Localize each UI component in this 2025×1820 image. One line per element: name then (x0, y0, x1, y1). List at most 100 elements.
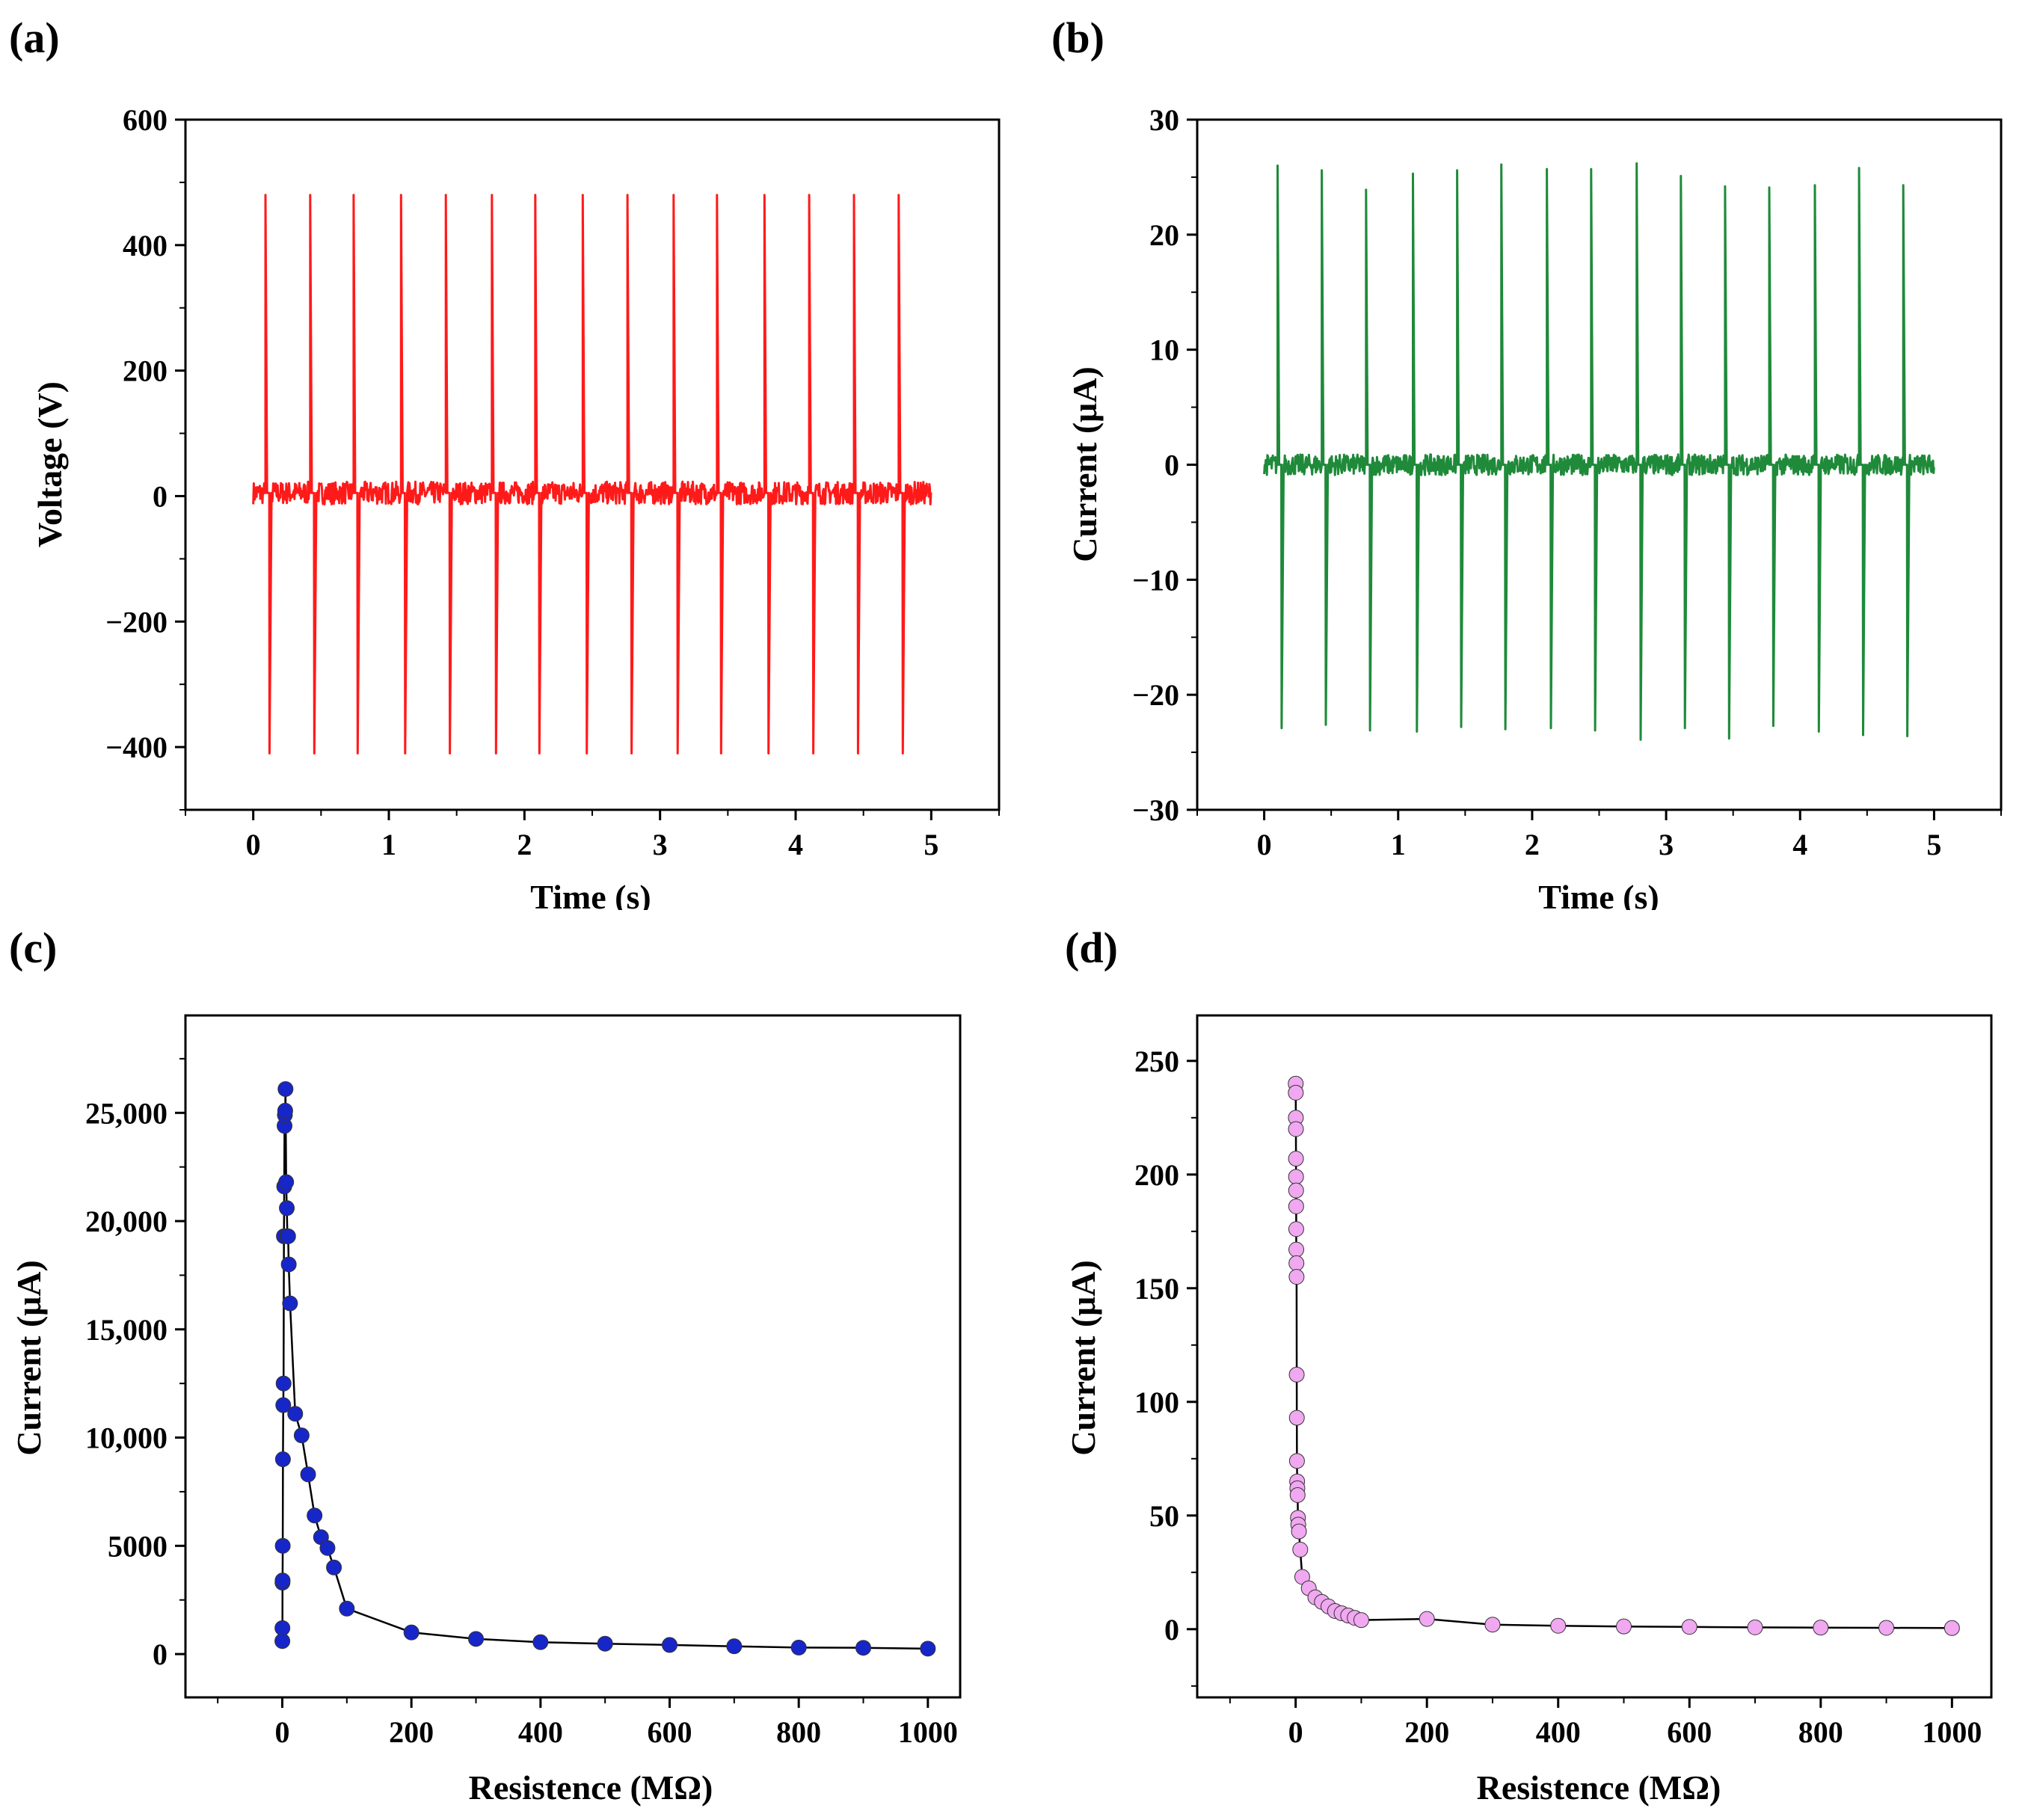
data-point (1288, 1198, 1304, 1214)
y-axis-label: Current (μA) (1064, 1260, 1102, 1456)
data-point (293, 1427, 310, 1444)
data-point (275, 1375, 292, 1392)
x-tick-label: 200 (389, 1715, 434, 1749)
x-axis-label: Resistence (MΩ) (1477, 1768, 1721, 1807)
y-tick-label: 5000 (108, 1529, 168, 1563)
data-point (287, 1406, 304, 1422)
data-point (1615, 1618, 1632, 1635)
y-tick-label: 600 (123, 103, 168, 137)
plot-area: 0 1 2 3 4 5 −30 −20 −10 0 10 20 30 (1132, 103, 2003, 861)
data-point (1288, 1221, 1304, 1238)
y-tick-label: 10 (1149, 333, 1179, 367)
plot-frame (184, 118, 1001, 811)
y-tick-label: −20 (1132, 678, 1179, 712)
x-tick-label: 1000 (1922, 1715, 1982, 1749)
data-point (662, 1637, 677, 1653)
data-point (726, 1638, 743, 1655)
data-point (300, 1466, 316, 1483)
y-tick-label: 200 (1134, 1158, 1179, 1192)
data-point (1681, 1619, 1697, 1635)
series-line (252, 194, 932, 754)
x-tick-label: 3 (653, 828, 668, 861)
x-tick-label: 600 (648, 1715, 692, 1749)
data-point (282, 1295, 298, 1312)
y-tick-label: 150 (1134, 1272, 1179, 1306)
data-point (275, 1397, 292, 1413)
x-tick-label: 2 (517, 828, 532, 861)
y-axis-label: Voltage (V) (31, 381, 69, 547)
data-point (279, 1200, 295, 1217)
x-tick-label: 4 (788, 828, 803, 861)
y-tick-label: 30 (1149, 103, 1179, 137)
data-point (1288, 1241, 1305, 1258)
data-point (277, 1080, 294, 1097)
y-tick-label: 10,000 (85, 1421, 168, 1455)
series-line (281, 1089, 928, 1650)
y-tick-label: −200 (105, 605, 168, 639)
chart-panel-d: (d) 0 200 400 600 800 1000 0 50 100 150 200 250 Res… (1064, 923, 1993, 1807)
y-tick-label: −30 (1132, 793, 1179, 827)
data-point (1288, 1121, 1304, 1137)
panel-label: (c) (9, 923, 57, 972)
data-point (1288, 1182, 1304, 1199)
x-tick-label: 5 (1926, 828, 1941, 861)
x-tick-label: 0 (246, 828, 261, 861)
data-point (1291, 1523, 1307, 1540)
y-tick-label: 20,000 (85, 1205, 168, 1238)
data-point (1289, 1487, 1306, 1503)
x-tick-label: 600 (1667, 1715, 1712, 1749)
data-point (1353, 1612, 1369, 1629)
data-point (532, 1634, 549, 1650)
y-tick-label: 25,000 (85, 1096, 168, 1130)
x-tick-label: 0 (1257, 828, 1272, 861)
x-tick-label: 1000 (898, 1715, 958, 1749)
data-point (1813, 1620, 1829, 1636)
data-point (1288, 1269, 1305, 1285)
data-point (1292, 1541, 1309, 1558)
data-point (1550, 1617, 1567, 1634)
chart-panel-a: (a) 0 1 2 3 4 5 −400 −200 0 200 400 600 Time (s) Vo… (9, 13, 1001, 910)
y-tick-label: 50 (1149, 1499, 1179, 1533)
data-point (1943, 1620, 1960, 1636)
y-tick-label: 0 (1164, 1613, 1179, 1647)
x-tick-label: 1 (381, 828, 396, 861)
y-tick-label: 250 (1134, 1045, 1179, 1078)
y-tick-label: 100 (1134, 1386, 1179, 1419)
y-tick-label: −10 (1132, 563, 1179, 597)
plot-frame (1196, 1014, 1993, 1699)
series-line (1263, 162, 1935, 741)
data-point (1288, 1366, 1305, 1383)
plot-area: 0 200 400 600 800 1000 0 50 100 150 200 250 (1134, 1014, 1993, 1749)
data-point (319, 1540, 336, 1556)
data-point (274, 1620, 291, 1636)
y-tick-label: 200 (123, 354, 168, 388)
plot-frame (184, 1014, 962, 1699)
x-tick-label: 800 (1798, 1715, 1843, 1749)
plot-area: 0 200 400 600 800 1000 0 5000 10,000 15,000 20,000… (85, 1014, 962, 1749)
data-point (1288, 1255, 1305, 1271)
data-point (1419, 1611, 1435, 1627)
data-point (280, 1256, 297, 1273)
chart-panel-b: (b) 0 1 2 3 4 5 −30 −20 −10 0 10 20 30 Time (s) Curr… (1051, 13, 2003, 910)
data-point (1288, 1084, 1304, 1101)
data-point (1288, 1169, 1304, 1185)
x-tick-label: 5 (924, 828, 938, 861)
data-point (1288, 1151, 1304, 1167)
data-point (277, 1102, 293, 1119)
data-point (403, 1624, 420, 1641)
series-line (1294, 1083, 1952, 1629)
data-point (280, 1228, 296, 1244)
chart-panel-c: (c) 0 200 400 600 800 1000 0 5000 10,000 15,000 20… (9, 923, 962, 1807)
data-point (274, 1572, 291, 1589)
y-tick-label: 0 (153, 479, 168, 513)
data-point (1288, 1409, 1305, 1426)
data-point (339, 1600, 355, 1617)
y-tick-label: −400 (105, 731, 168, 764)
plot-area: 0 1 2 3 4 5 −400 −200 0 200 400 600 (105, 103, 1001, 861)
data-point (326, 1559, 342, 1575)
y-tick-label: 20 (1149, 218, 1179, 252)
data-point (597, 1635, 613, 1652)
data-point (274, 1451, 291, 1468)
x-tick-label: 400 (518, 1715, 563, 1749)
data-point (1484, 1617, 1501, 1633)
